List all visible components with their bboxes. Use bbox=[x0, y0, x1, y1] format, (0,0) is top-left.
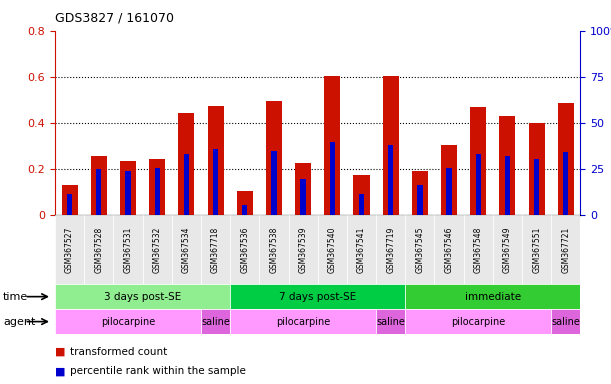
FancyBboxPatch shape bbox=[376, 215, 405, 284]
Bar bbox=[266, 101, 282, 215]
Text: percentile rank within the sample: percentile rank within the sample bbox=[70, 366, 246, 376]
Text: pilocarpine: pilocarpine bbox=[101, 316, 155, 327]
FancyBboxPatch shape bbox=[522, 215, 551, 284]
Text: GSM367549: GSM367549 bbox=[503, 226, 512, 273]
FancyBboxPatch shape bbox=[201, 309, 230, 334]
FancyBboxPatch shape bbox=[55, 215, 84, 284]
Text: 7 days post-SE: 7 days post-SE bbox=[279, 291, 356, 302]
Text: agent: agent bbox=[3, 316, 35, 327]
Bar bbox=[475, 154, 481, 215]
Text: GSM367527: GSM367527 bbox=[65, 227, 74, 273]
Text: saline: saline bbox=[376, 316, 405, 327]
FancyBboxPatch shape bbox=[551, 309, 580, 334]
Bar bbox=[529, 123, 544, 215]
FancyBboxPatch shape bbox=[55, 284, 230, 309]
Bar bbox=[470, 107, 486, 215]
Text: pilocarpine: pilocarpine bbox=[276, 316, 331, 327]
Bar bbox=[120, 161, 136, 215]
Bar bbox=[354, 175, 370, 215]
Text: GSM367546: GSM367546 bbox=[445, 226, 453, 273]
Text: GSM367719: GSM367719 bbox=[386, 227, 395, 273]
Text: ■: ■ bbox=[55, 366, 65, 376]
Text: ■: ■ bbox=[55, 347, 65, 357]
FancyBboxPatch shape bbox=[405, 284, 580, 309]
Bar bbox=[242, 205, 247, 215]
Text: GSM367536: GSM367536 bbox=[240, 226, 249, 273]
Bar bbox=[330, 142, 335, 215]
Text: GSM367528: GSM367528 bbox=[94, 227, 103, 273]
FancyBboxPatch shape bbox=[172, 215, 201, 284]
Bar bbox=[178, 113, 194, 215]
Bar bbox=[324, 76, 340, 215]
Bar bbox=[412, 171, 428, 215]
Text: GSM367545: GSM367545 bbox=[415, 226, 425, 273]
FancyBboxPatch shape bbox=[84, 215, 114, 284]
Bar bbox=[388, 145, 393, 215]
Text: GSM367538: GSM367538 bbox=[269, 227, 279, 273]
Bar bbox=[149, 159, 165, 215]
Bar bbox=[62, 185, 78, 215]
Bar bbox=[184, 154, 189, 215]
Text: GSM367541: GSM367541 bbox=[357, 227, 366, 273]
Text: 3 days post-SE: 3 days post-SE bbox=[104, 291, 181, 302]
FancyBboxPatch shape bbox=[376, 309, 405, 334]
FancyBboxPatch shape bbox=[551, 215, 580, 284]
Text: GSM367539: GSM367539 bbox=[299, 226, 307, 273]
Text: GSM367718: GSM367718 bbox=[211, 227, 220, 273]
Bar bbox=[208, 106, 224, 215]
FancyBboxPatch shape bbox=[493, 215, 522, 284]
Text: pilocarpine: pilocarpine bbox=[451, 316, 505, 327]
Bar bbox=[382, 76, 399, 215]
Bar bbox=[91, 156, 107, 215]
Bar bbox=[301, 179, 306, 215]
FancyBboxPatch shape bbox=[434, 215, 464, 284]
Bar bbox=[271, 151, 277, 215]
Bar bbox=[534, 159, 540, 215]
Bar bbox=[67, 194, 72, 215]
Text: GSM367531: GSM367531 bbox=[123, 227, 133, 273]
FancyBboxPatch shape bbox=[464, 215, 493, 284]
FancyBboxPatch shape bbox=[230, 215, 259, 284]
FancyBboxPatch shape bbox=[288, 215, 318, 284]
Bar bbox=[359, 194, 364, 215]
FancyBboxPatch shape bbox=[55, 309, 201, 334]
FancyBboxPatch shape bbox=[142, 215, 172, 284]
FancyBboxPatch shape bbox=[405, 309, 551, 334]
FancyBboxPatch shape bbox=[230, 309, 376, 334]
Bar bbox=[236, 191, 253, 215]
Bar bbox=[505, 156, 510, 215]
Text: GSM367532: GSM367532 bbox=[153, 227, 162, 273]
Text: GSM367721: GSM367721 bbox=[562, 227, 570, 273]
Bar bbox=[499, 116, 516, 215]
Bar bbox=[125, 171, 131, 215]
FancyBboxPatch shape bbox=[230, 284, 405, 309]
FancyBboxPatch shape bbox=[318, 215, 347, 284]
FancyBboxPatch shape bbox=[347, 215, 376, 284]
Text: saline: saline bbox=[551, 316, 580, 327]
Text: GSM367534: GSM367534 bbox=[182, 226, 191, 273]
Text: GSM367540: GSM367540 bbox=[328, 226, 337, 273]
FancyBboxPatch shape bbox=[405, 215, 434, 284]
Text: saline: saline bbox=[201, 316, 230, 327]
Bar bbox=[558, 103, 574, 215]
Bar bbox=[441, 145, 457, 215]
Bar bbox=[417, 185, 423, 215]
Text: immediate: immediate bbox=[465, 291, 521, 302]
Bar bbox=[96, 169, 101, 215]
Text: transformed count: transformed count bbox=[70, 347, 167, 357]
Text: GDS3827 / 161070: GDS3827 / 161070 bbox=[55, 12, 174, 25]
Bar bbox=[295, 163, 311, 215]
FancyBboxPatch shape bbox=[201, 215, 230, 284]
Bar bbox=[563, 152, 568, 215]
Bar bbox=[213, 149, 218, 215]
Bar bbox=[155, 168, 160, 215]
FancyBboxPatch shape bbox=[259, 215, 288, 284]
FancyBboxPatch shape bbox=[114, 215, 142, 284]
Text: time: time bbox=[3, 291, 28, 302]
Text: GSM367548: GSM367548 bbox=[474, 227, 483, 273]
Text: GSM367551: GSM367551 bbox=[532, 227, 541, 273]
Bar bbox=[447, 168, 452, 215]
